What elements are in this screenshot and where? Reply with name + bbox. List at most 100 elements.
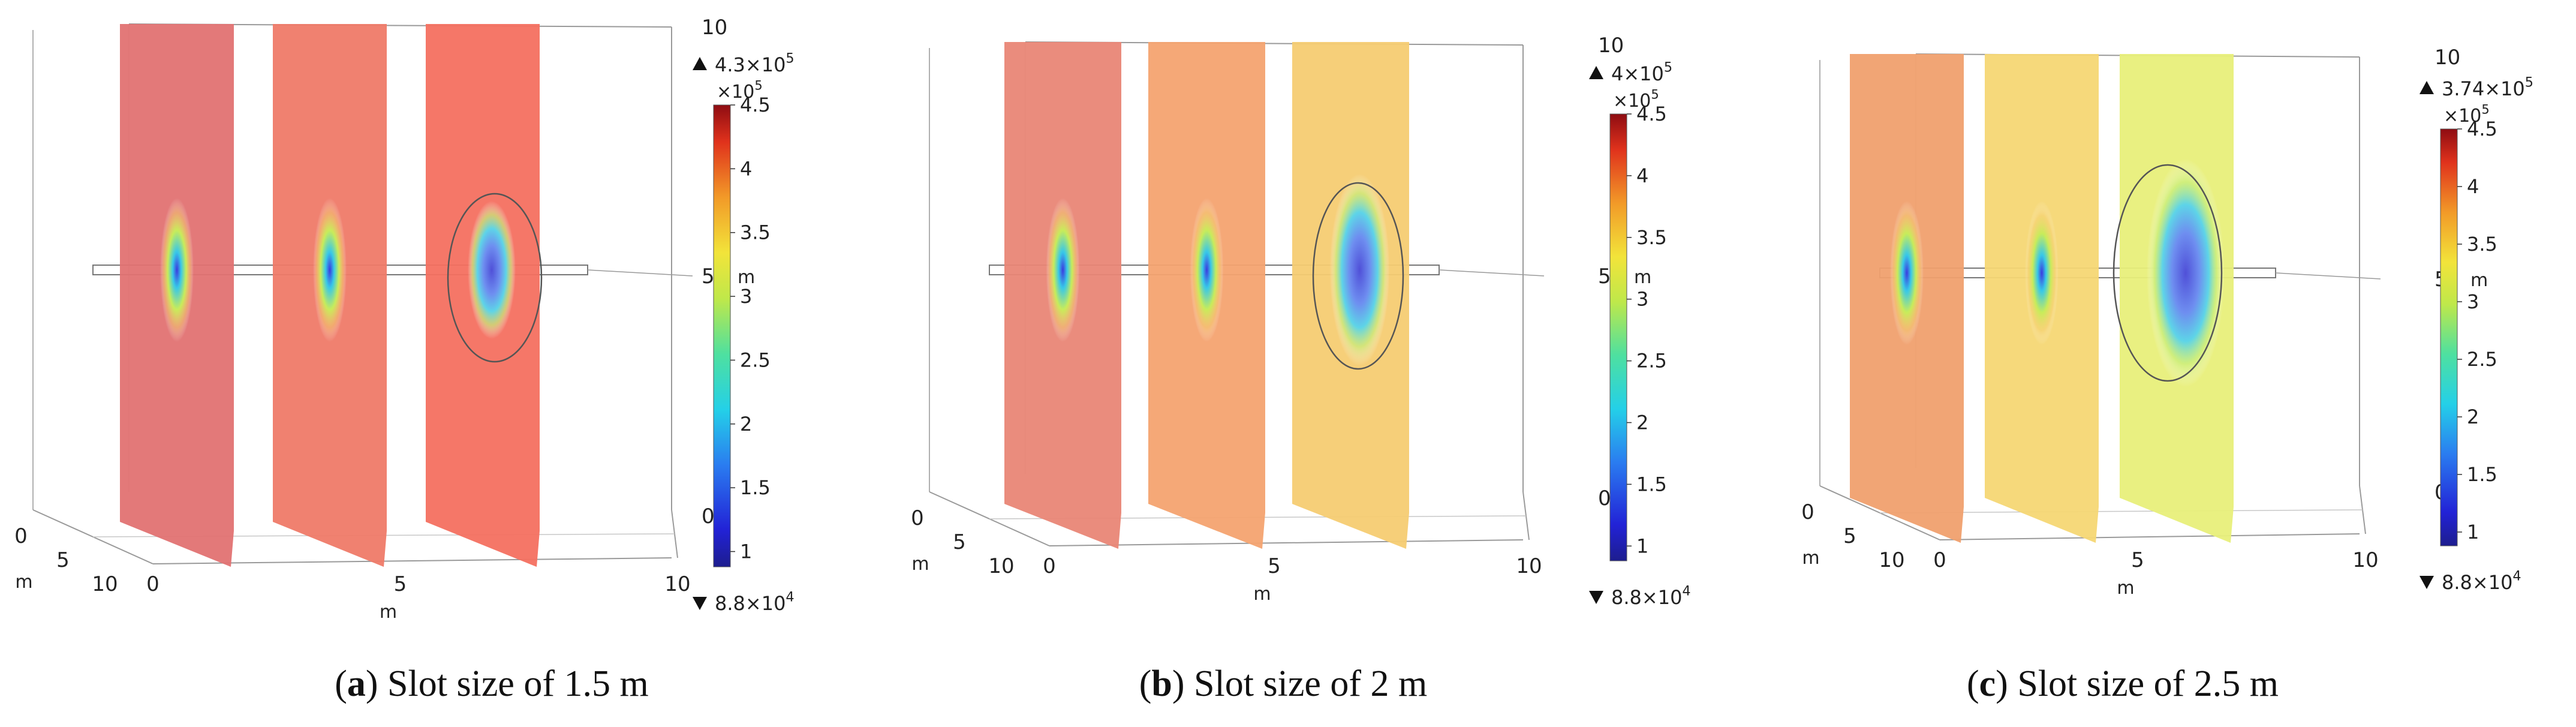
colorbar-tick-label: 3 [740,285,752,308]
colorbar-multiplier: ×105 [1613,88,1659,112]
y-tick-label: 0 [911,506,924,530]
x-tick-label: 0 [1933,548,1946,572]
colorbar-tick-label: 2.5 [740,349,771,371]
min-marker-icon [1589,591,1603,604]
z-tick-label: 5 [1598,265,1611,289]
colorbar-tick-label: 1 [2467,521,2479,543]
x-tick-label: 10 [1516,554,1542,578]
colorbar-tick-label: 1.5 [2467,463,2497,486]
x-axis-unit: m [380,602,397,623]
panel-c: 1050m0510m0510m4.543.532.521.51×1053.74×… [1801,46,2533,599]
max-value-label: 4×105 [1611,60,1672,85]
z-tick-label: 0 [702,504,715,528]
caption-a: (a) Slot size of 1.5 m [335,663,649,704]
slot-outline [447,193,543,363]
colorbar-tick-label: 2 [1636,411,1648,434]
colorbar-tick-label: 4.5 [740,94,771,116]
caption-b: (b) Slot size of 2 m [1139,663,1428,704]
stress-hotspot-2 [2025,201,2059,345]
x-tick-label: 5 [1268,554,1281,578]
y-tick-label: 5 [1843,524,1856,548]
channel-extension [1439,269,1545,277]
colorbar-tick-label: 2.5 [2467,348,2497,371]
stress-hotspot-1 [1046,198,1080,342]
z-tick-label: 10 [702,16,727,40]
colorbar-tick-label: 1 [740,540,752,563]
slot-outline [2112,164,2223,382]
colorbar-tick-label: 4 [1636,164,1648,187]
y-tick-label: 5 [56,548,70,572]
y-tick-label: 5 [953,530,966,554]
y-tick-label: 10 [1879,548,1904,572]
x-tick-label: 5 [2131,548,2144,572]
stress-hotspot-3 [468,201,516,339]
z-axis-unit: m [2470,270,2488,291]
stress-hotspot-1 [160,198,194,342]
z-axis-unit: m [1634,267,1651,288]
x-tick-label: 5 [394,572,407,596]
y-tick-label: 10 [92,572,118,596]
stress-hotspot-2 [1190,198,1224,342]
y-tick-label: 0 [14,524,28,548]
channel-extension [587,269,693,277]
colorbar-tick-label: 3.5 [740,221,771,244]
colorbar-tick-label: 4.5 [1636,103,1667,125]
colorbar-tick-label: 3.5 [1636,226,1667,249]
panel-a: 10 5 0 m 0 5 10 m 0 5 10 m 4.5 4 3.5 3 2.5 2 1.5 1 ×105 4.3×1… [14,16,794,623]
caption-c: (c) Slot size of 2.5 m [1966,663,2279,704]
x-tick-label: 0 [1043,554,1056,578]
colorbar-tick-label: 3.5 [2467,233,2497,256]
y-tick-label: 10 [988,554,1014,578]
stress-hotspot-2 [313,198,347,342]
colorbar [2440,128,2458,546]
stress-hotspot-3 [1329,174,1390,366]
x-axis-unit: m [2117,578,2134,599]
colorbar-tick-label: 2 [740,413,752,435]
colorbar-tick-label: 1.5 [1636,473,1667,495]
stress-hotspot-3 [2147,159,2225,387]
box-edge-front-bottom [1049,539,1524,546]
colorbar-multiplier: ×105 [717,79,763,103]
colorbar-tick-label: 1.5 [740,476,771,499]
y-tick-label: 0 [1801,500,1814,524]
colorbar [713,104,731,567]
colorbar-tick-label: 4.5 [2467,118,2497,140]
z-tick-label: 0 [1598,486,1611,510]
max-value-label: 4.3×105 [715,51,795,76]
min-value-label: 8.8×104 [1611,584,1691,609]
max-marker-icon [2419,81,2434,94]
y-axis-unit: m [1802,548,1819,569]
z-tick-label: 10 [2434,46,2460,70]
channel-extension [2275,272,2381,280]
box-edge-front-bottom [152,557,672,564]
colorbar-tick-label: 2.5 [1636,350,1667,372]
box-edge-front-bottom [1939,533,2360,540]
min-marker-icon [2419,576,2434,589]
y-axis-unit: m [911,554,929,575]
colorbar-tick-label: 4 [740,157,752,180]
min-value-label: 8.8×104 [715,590,795,615]
min-marker-icon [693,597,707,610]
x-axis-unit: m [1253,584,1271,605]
z-tick-label: 10 [1598,34,1624,58]
max-marker-icon [1589,66,1603,79]
min-value-label: 8.8×104 [2442,569,2521,594]
y-axis-unit: m [15,572,32,593]
panel-b: 10 5 0 m 0 5 10 m 0 5 10 m 4.5 4 3.5 3 2.5 2 1.5 1 ×105 4×105… [911,34,1690,609]
stress-hotspot-1 [1890,201,1924,345]
colorbar-tick-label: 4 [2467,175,2479,198]
max-value-label: 3.74×105 [2442,75,2533,100]
x-tick-label: 10 [2352,548,2378,572]
z-axis-unit: m [738,267,755,288]
colorbar-tick-label: 1 [1636,534,1648,557]
slot-outline [1312,182,1404,370]
max-marker-icon [693,57,707,70]
colorbar-multiplier: ×105 [2443,103,2490,127]
x-tick-label: 10 [664,572,690,596]
colorbar-tick-label: 2 [2467,405,2479,428]
colorbar-tick-label: 3 [2467,290,2479,313]
z-tick-label: 5 [702,265,715,289]
x-tick-label: 0 [146,572,160,596]
colorbar-tick-label: 3 [1636,288,1648,311]
